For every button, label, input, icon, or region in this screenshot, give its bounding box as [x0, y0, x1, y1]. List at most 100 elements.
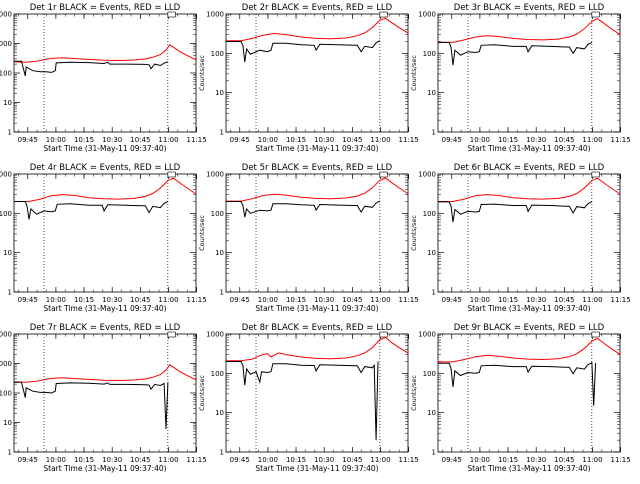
y-tick-label: 1 — [220, 449, 224, 457]
x-tick-label: 10:45 — [554, 296, 574, 304]
x-tick-label: 10:15 — [74, 296, 94, 304]
x-tick-label: 09:45 — [230, 296, 250, 304]
x-tick-label: 10:45 — [130, 136, 150, 144]
x-axis-label: Start Time (31-May-11 09:37:40) — [43, 144, 166, 153]
y-tick-label: 100 — [0, 210, 12, 218]
y-tick-label: 1000 — [418, 11, 436, 19]
series-events-line — [14, 381, 169, 430]
x-axis-label: Start Time (31-May-11 09:37:40) — [255, 304, 378, 313]
x-tick-label: 10:15 — [74, 456, 94, 464]
x-tick-label: 10:00 — [46, 456, 66, 464]
y-tick-label: 1 — [220, 129, 224, 137]
x-tick-label: 10:00 — [258, 136, 278, 144]
series-lld-line — [438, 18, 621, 43]
y-tick-label: 1000 — [0, 360, 12, 368]
y-tick-label: 1 — [220, 289, 224, 297]
x-tick-label: 11:00 — [158, 136, 178, 144]
flare-interval-box — [167, 171, 176, 178]
x-tick-label: 10:00 — [258, 456, 278, 464]
y-tick-label: 1 — [432, 289, 436, 297]
panel-3: Det 3r BLACK = Events, RED = LLD 1 10 100 10… — [410, 3, 631, 153]
x-tick-label: 11:15 — [399, 456, 419, 464]
series-lld-line — [226, 17, 409, 42]
panel-title: Det 8r BLACK = Events, RED = LLD — [242, 323, 393, 333]
series-events-line — [14, 201, 169, 220]
x-tick-label: 11:15 — [611, 136, 631, 144]
panel-7: Det 7r BLACK = Events, RED = LLD 1 10 100 10… — [0, 323, 207, 473]
x-axis-label: Start Time (31-May-11 09:37:40) — [43, 464, 166, 473]
x-tick-label: 10:30 — [314, 296, 334, 304]
series-lld-line — [13, 44, 197, 63]
x-tick-label: 10:15 — [498, 136, 518, 144]
panel-8: Det 8r BLACK = Events, RED = LLD 1 10 100 10… — [198, 323, 419, 473]
x-axis-label: Start Time (31-May-11 09:37:40) — [467, 464, 590, 473]
x-tick-label: 11:00 — [370, 136, 390, 144]
flare-interval-box — [379, 171, 388, 178]
y-tick-label: 1000 — [206, 171, 224, 179]
panel-title: Det 4r BLACK = Events, RED = LLD — [30, 163, 181, 173]
y-tick-label: 10 — [215, 409, 224, 417]
series-events-line — [226, 200, 381, 218]
x-tick-label: 10:00 — [46, 136, 66, 144]
panel-2: Det 2r BLACK = Events, RED = LLD 1 10 100 10… — [198, 3, 419, 153]
x-tick-label: 11:15 — [611, 296, 631, 304]
y-tick-label: 1000 — [418, 331, 436, 339]
x-tick-label: 11:15 — [399, 296, 419, 304]
plot-frame — [225, 333, 409, 453]
series-events-line — [226, 40, 381, 63]
x-tick-label: 10:45 — [130, 296, 150, 304]
x-tick-label: 10:30 — [526, 456, 546, 464]
y-axis-label: Counts/sec — [198, 215, 206, 251]
x-tick-label: 11:15 — [611, 456, 631, 464]
y-tick-label: 1 — [8, 129, 12, 137]
x-tick-label: 11:15 — [399, 136, 419, 144]
plot-frame — [437, 13, 621, 133]
x-tick-label: 10:00 — [470, 456, 490, 464]
series-lld-line — [438, 337, 621, 363]
panel-title: Det 5r BLACK = Events, RED = LLD — [242, 163, 393, 173]
y-tick-label: 100 — [211, 210, 224, 218]
y-tick-label: 1000 — [0, 40, 12, 48]
x-tick-label: 10:45 — [342, 456, 362, 464]
y-tick-label: 10 — [3, 249, 12, 257]
y-tick-label: 1000 — [206, 11, 224, 19]
x-tick-label: 10:15 — [74, 136, 94, 144]
y-axis-label: Counts/sec — [410, 215, 418, 251]
x-tick-label: 10:15 — [498, 456, 518, 464]
y-tick-label: 100 — [211, 50, 224, 58]
y-tick-label: 1 — [432, 449, 436, 457]
panel-title: Det 2r BLACK = Events, RED = LLD — [242, 3, 393, 13]
flare-interval-box — [591, 171, 600, 178]
x-tick-label: 10:30 — [526, 136, 546, 144]
panel-title: Det 3r BLACK = Events, RED = LLD — [454, 3, 605, 13]
x-axis-label: Start Time (31-May-11 09:37:40) — [467, 304, 590, 313]
y-tick-label: 10 — [427, 409, 436, 417]
x-tick-label: 10:30 — [314, 456, 334, 464]
x-tick-label: 11:00 — [370, 296, 390, 304]
x-axis-label: Start Time (31-May-11 09:37:40) — [43, 304, 166, 313]
x-axis-label: Start Time (31-May-11 09:37:40) — [467, 144, 590, 153]
series-events-line — [438, 362, 597, 406]
series-events-line — [14, 60, 169, 77]
y-tick-label: 100 — [423, 370, 436, 378]
x-tick-label: 10:45 — [554, 136, 574, 144]
x-tick-label: 09:45 — [442, 296, 462, 304]
x-tick-label: 10:15 — [286, 296, 306, 304]
x-tick-label: 11:15 — [187, 456, 207, 464]
y-tick-label: 100 — [423, 50, 436, 58]
panel-9: Det 9r BLACK = Events, RED = LLD 1 10 100 10… — [410, 323, 631, 473]
x-tick-label: 11:00 — [582, 136, 602, 144]
panel-title: Det 7r BLACK = Events, RED = LLD — [30, 323, 181, 333]
y-tick-label: 10 — [215, 89, 224, 97]
x-tick-label: 10:30 — [102, 456, 122, 464]
plot-frame — [13, 173, 197, 293]
panel-title: Det 6r BLACK = Events, RED = LLD — [454, 163, 605, 173]
x-tick-label: 10:45 — [342, 136, 362, 144]
series-lld-line — [14, 177, 197, 202]
x-tick-label: 10:15 — [286, 136, 306, 144]
y-tick-label: 100 — [211, 370, 224, 378]
x-tick-label: 10:45 — [554, 456, 574, 464]
